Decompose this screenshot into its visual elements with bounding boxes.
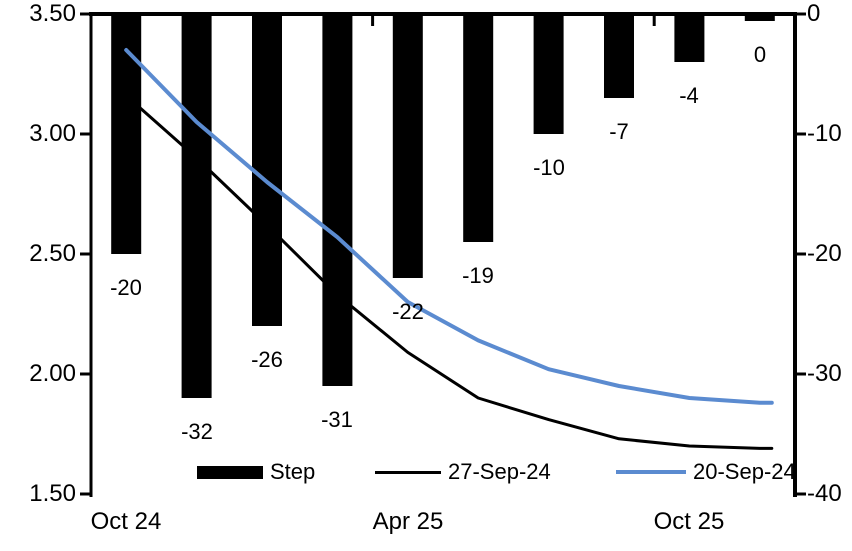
legend-item-20-sep-24: 20-Sep-24 [616,459,796,485]
legend-label: Step [270,459,316,484]
bar-value-label: -4 [679,83,699,108]
step-bar [463,16,494,242]
right-axis-tick-label: -20 [807,240,842,267]
step-bar [111,16,142,254]
axes-layer [80,12,806,497]
step-bar [604,16,634,98]
bar-value-label: -10 [533,155,565,180]
step-bar [533,16,564,134]
left-axis-tick-label: 2.50 [29,240,76,267]
black-line-swatch-icon [375,470,441,474]
bar-value-label: -7 [609,119,629,144]
legend-label: 27-Sep-24 [448,459,551,484]
step-bar [744,16,775,21]
x-axis-label: Oct 24 [90,508,162,535]
x-axis-label: Oct 25 [653,508,725,535]
step-bar [674,16,705,62]
bar-value-label: -26 [251,347,283,372]
left-axis-tick-label: 1.50 [29,480,76,507]
left-axis-tick-label: 2.00 [29,360,76,387]
line-27-Sep-24 [124,94,774,450]
legend-item-step: Step [197,459,315,485]
bar-value-label: -19 [462,263,494,288]
line-20-Sep-24 [124,48,774,405]
x-axis-label: Apr 25 [372,508,444,535]
right-axis-tick-label: -40 [807,480,842,507]
step-bar [322,16,353,386]
bar-value-label: -31 [321,407,353,432]
right-axis-tick-label: -10 [807,120,842,147]
right-axis-tick-label: -30 [807,360,842,387]
blue-line-swatch-icon [616,470,686,474]
step-bar [392,16,423,278]
legend-item-27-sep-24: 27-Sep-24 [375,459,551,485]
legend-label: 20-Sep-24 [693,459,796,484]
right-axis-tick-label: 0 [807,0,821,27]
step-bar [181,16,212,398]
step-bar-swatch-icon [197,465,263,479]
left-axis-tick-label: 3.50 [29,0,76,27]
bar-value-label: -20 [110,275,142,300]
step-bars-layer [111,16,775,398]
bar-value-label: -22 [392,299,424,324]
bar-value-label: -32 [181,419,213,444]
forward-curves-layer [124,48,774,450]
bar-value-label: 0 [753,42,767,67]
left-axis-tick-label: 3.00 [29,120,76,147]
